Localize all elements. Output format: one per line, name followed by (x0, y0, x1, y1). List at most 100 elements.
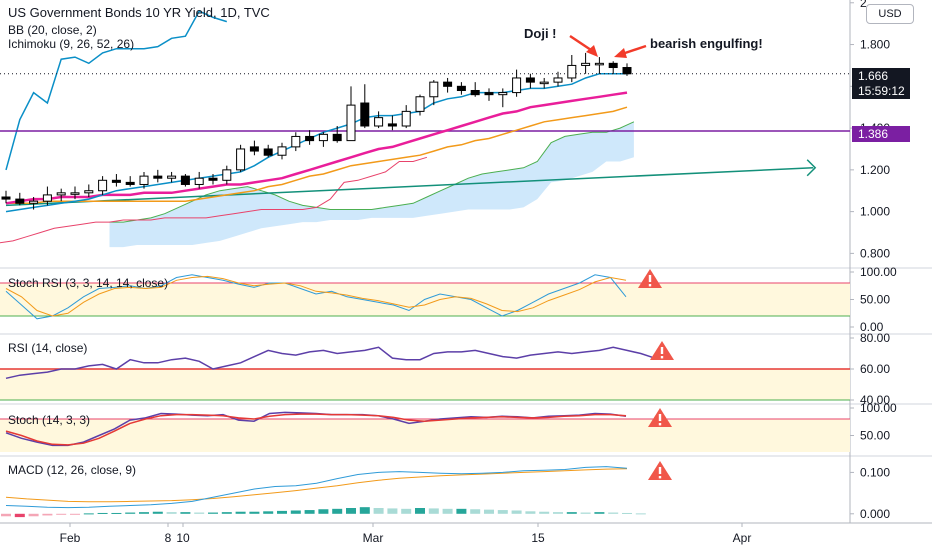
macd-histogram-bar (28, 513, 39, 517)
macd-histogram-bar (635, 513, 646, 515)
macd-histogram-bar (566, 512, 577, 514)
currency-button[interactable]: USD (866, 4, 914, 24)
macd-histogram-bar (387, 508, 398, 514)
rsi-pane-label[interactable]: RSI (14, close) (8, 341, 88, 355)
macd-histogram-bar (442, 508, 453, 514)
macd-signal-line (5, 468, 628, 503)
macd-histogram-bar (525, 511, 536, 514)
y-tick-label: 40.00 (860, 393, 890, 407)
warning-icon-mark (658, 414, 662, 421)
macd-histogram-bar (622, 512, 632, 514)
macd-histogram-bar (580, 512, 591, 514)
ichimoku-indicator-label[interactable]: Ichimoku (9, 26, 52, 26) (8, 37, 135, 51)
candle-body (236, 148, 246, 171)
candle-body (456, 85, 466, 91)
stochrsi-k-line (5, 274, 627, 320)
macd-histogram-bar (221, 512, 232, 514)
candle-body (387, 123, 397, 127)
senkou-span-b (0, 156, 428, 244)
warning-icon-mark (648, 275, 652, 282)
x-tick-label: Feb (60, 531, 81, 545)
macd-pane-label[interactable]: MACD (12, 26, close, 9) (8, 463, 137, 477)
macd-histogram-bar (470, 509, 481, 514)
macd-histogram-bar (139, 512, 149, 514)
macd-histogram-bar (194, 512, 205, 514)
warning-icon-dot (658, 476, 662, 479)
stoch-band-fill (0, 419, 850, 452)
candle-body (594, 62, 604, 66)
candle-body (581, 62, 591, 66)
macd-histogram-bar (208, 512, 218, 514)
macd-histogram-bar (318, 509, 329, 514)
y-tick-label: 60.00 (860, 362, 890, 376)
macd-histogram-bar (263, 511, 274, 514)
candle-body (70, 192, 80, 195)
y-tick-label: 1.800 (860, 38, 890, 52)
doji-arrow-icon (586, 45, 598, 57)
y-tick-label: 0.800 (860, 246, 890, 260)
macd-histogram-bar (497, 510, 508, 514)
candle-body (56, 192, 66, 196)
macd-histogram-bar (97, 512, 108, 514)
y-tick-label: 2 (860, 0, 867, 10)
candle-body (29, 200, 39, 204)
warning-icon-dot (660, 356, 664, 359)
y-tick-label: 50.00 (860, 429, 890, 443)
candle-body (305, 135, 315, 142)
x-tick-label: 10 (176, 531, 190, 545)
x-tick-label: 8 (165, 531, 172, 545)
macd-histogram-bar (290, 510, 301, 514)
macd-histogram-bar (166, 512, 177, 514)
candle-body (484, 92, 494, 96)
candle-body (401, 110, 411, 127)
bb-indicator-label[interactable]: BB (20, close, 2) (8, 23, 97, 37)
macd-histogram-bar (415, 508, 425, 514)
candle-body (1, 196, 11, 200)
candle-body (332, 133, 342, 142)
y-tick-label: 0.00 (860, 320, 884, 334)
macd-histogram-bar (608, 512, 619, 514)
candle-body (429, 81, 439, 98)
macd-histogram-bar (594, 512, 605, 514)
candle-body (153, 175, 163, 179)
macd-histogram-bar (14, 513, 25, 518)
macd-histogram-bar (456, 508, 467, 514)
ichimoku-cloud (109, 121, 634, 248)
macd-histogram-bar (484, 509, 494, 514)
candle-body (180, 175, 190, 185)
ichimoku-conversion-line (5, 10, 228, 171)
candle-body (194, 177, 204, 185)
stochrsi-pane-label[interactable]: Stoch RSI (3, 3, 14, 14, close) (8, 276, 169, 290)
y-tick-label: 1.000 (860, 205, 890, 219)
macd-histogram-bar (277, 510, 287, 514)
candle-body (249, 146, 259, 152)
stoch-pane-label[interactable]: Stoch (14, 3, 3) (8, 413, 91, 427)
candle-body (208, 177, 218, 181)
macd-histogram-bar (83, 513, 94, 515)
macd-histogram-bar (70, 513, 80, 515)
warning-icon-mark (660, 347, 664, 354)
candle-body (374, 117, 384, 127)
macd-histogram-bar (373, 508, 384, 514)
macd-histogram-bar (511, 510, 522, 514)
candle-body (111, 179, 121, 183)
candle-body (470, 89, 480, 96)
candle-body (318, 133, 328, 142)
doji-annotation: Doji ! (524, 26, 557, 41)
macd-histogram-bar (111, 512, 122, 514)
warning-icon-mark (658, 467, 662, 474)
macd-histogram-bar (1, 513, 11, 517)
stoch-d-line (5, 413, 627, 446)
rsi-line (5, 346, 655, 380)
warning-icon-dot (658, 423, 662, 426)
candle-body (498, 92, 508, 96)
y-tick-label: 100.00 (860, 401, 897, 415)
x-tick-label: 15 (531, 531, 545, 545)
stochrsi-d-line (5, 275, 627, 317)
candle-body (263, 148, 273, 156)
macd-histogram-bar (401, 508, 412, 514)
candle-body (360, 102, 370, 127)
macd-histogram-bar (152, 511, 163, 514)
candle-body (512, 77, 522, 94)
